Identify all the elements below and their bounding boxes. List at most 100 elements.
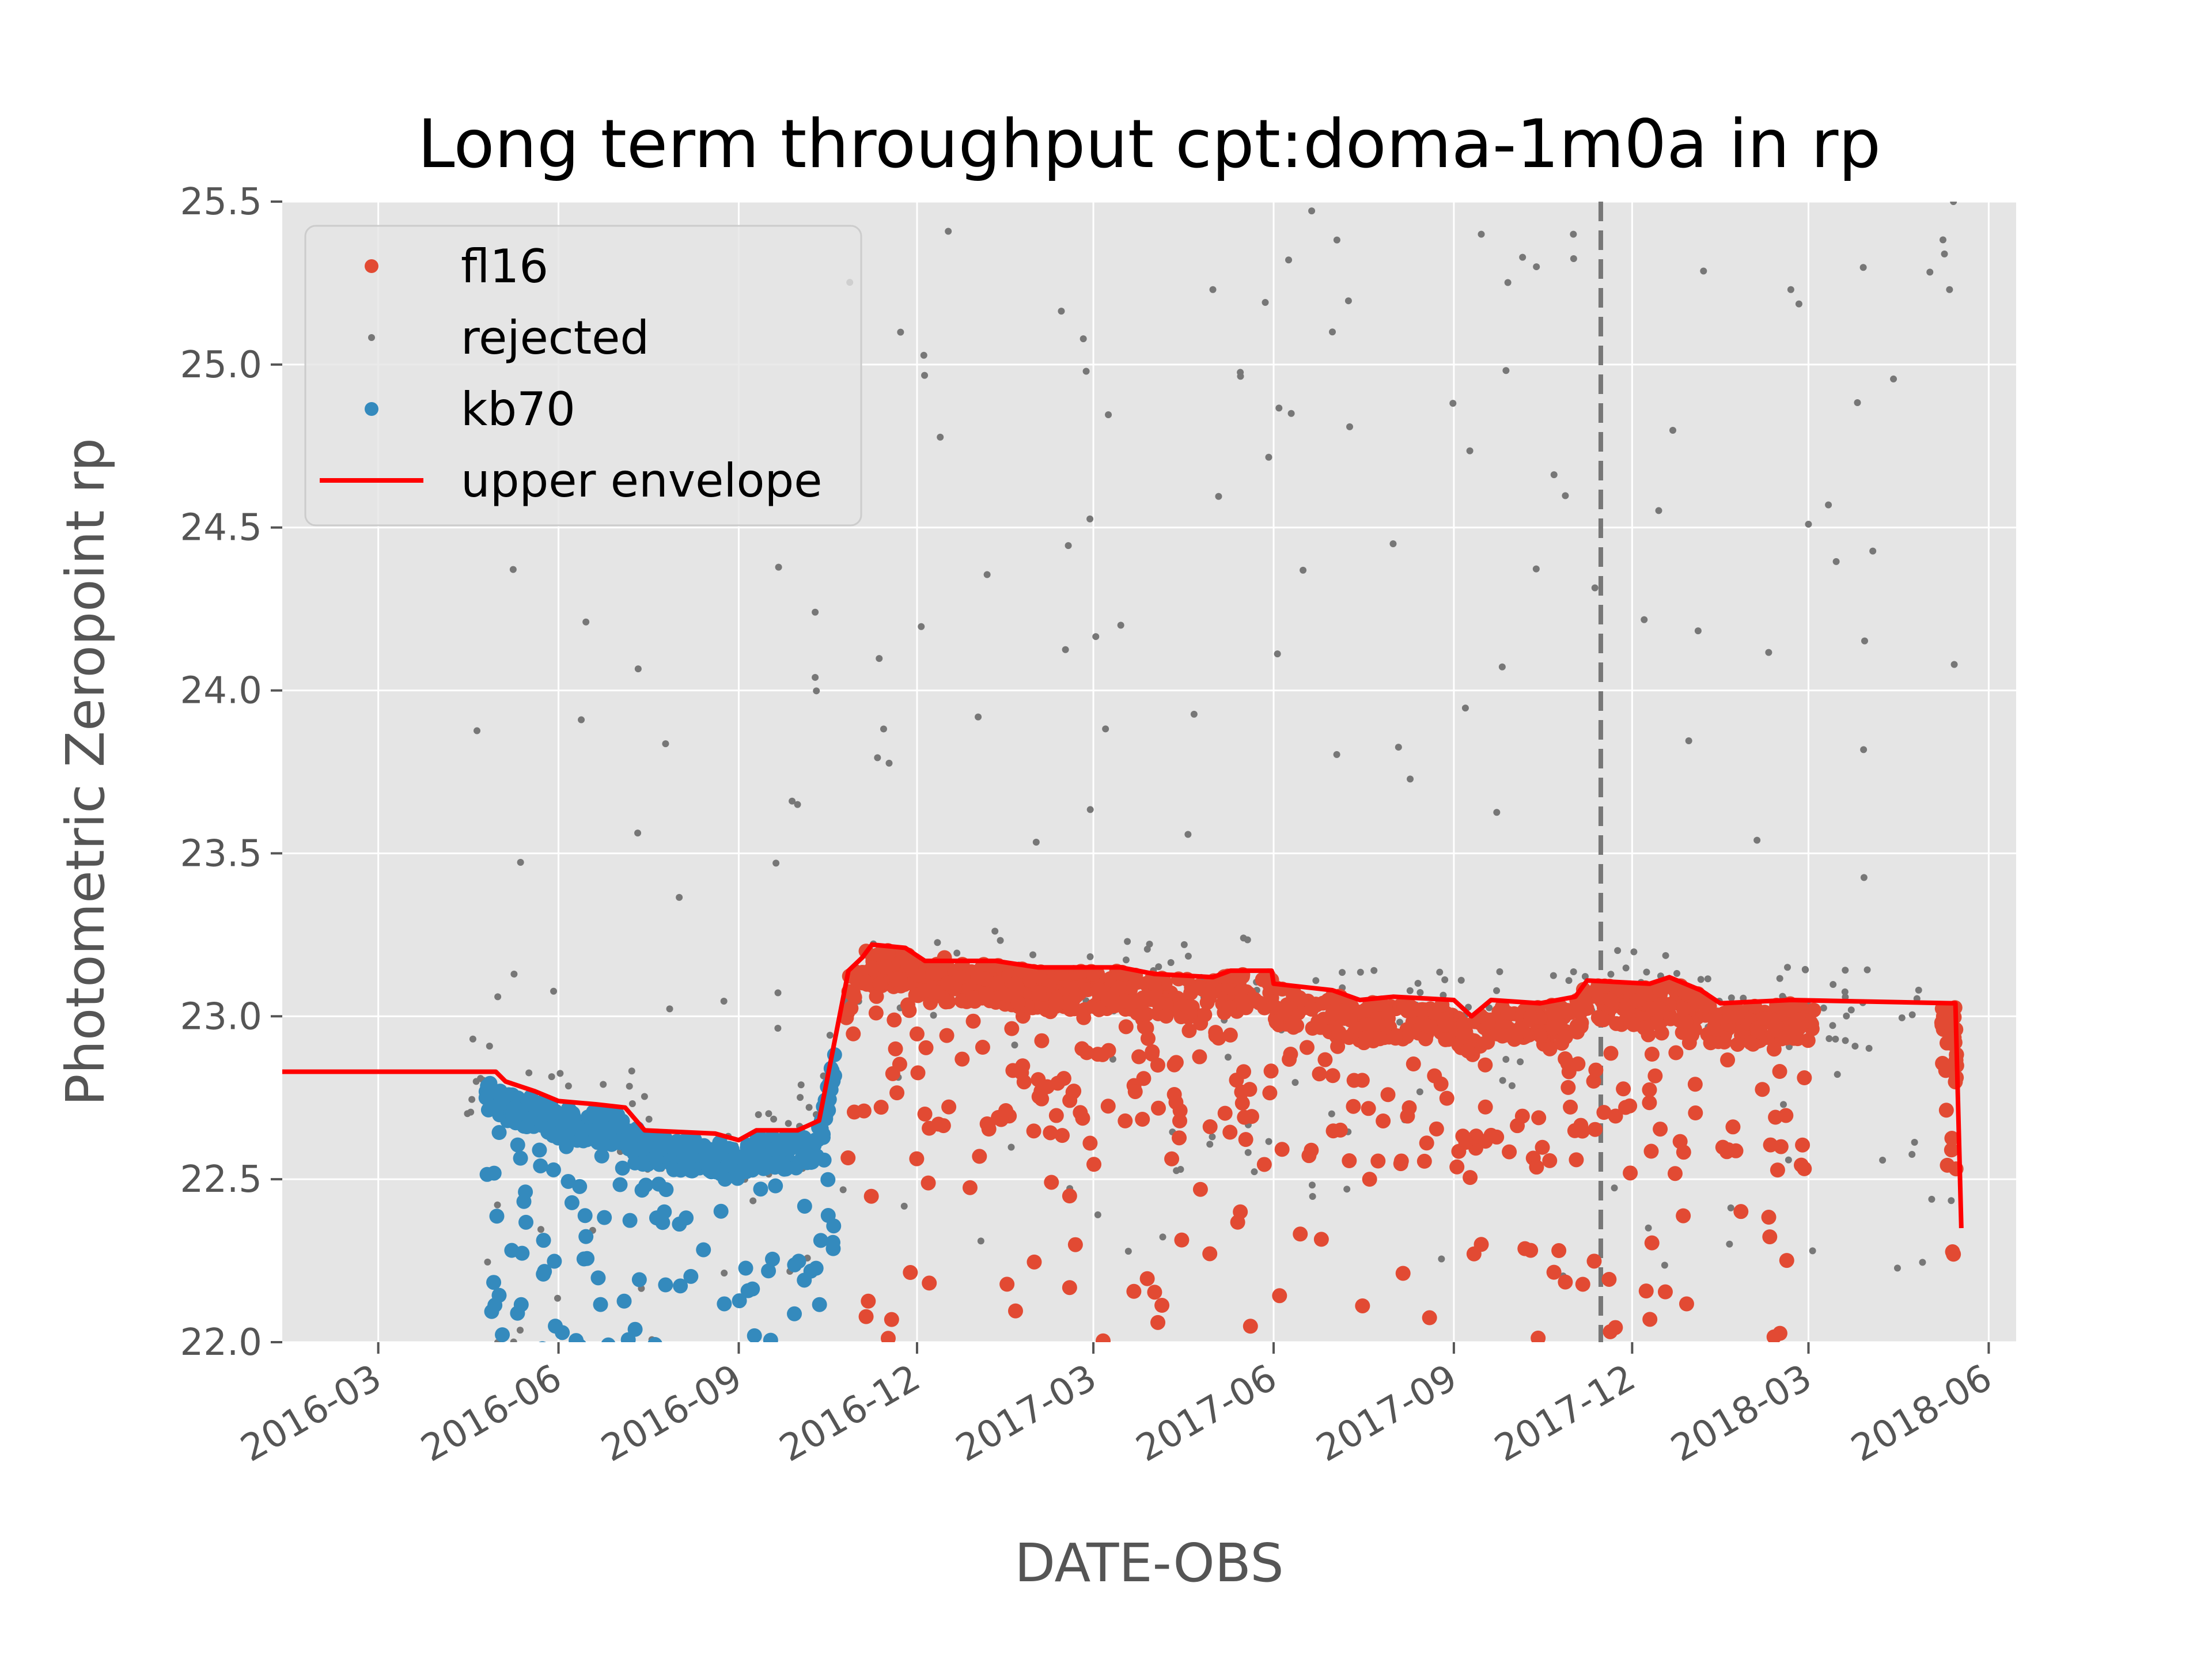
rejected-point <box>892 185 899 192</box>
rejected-point <box>1224 1054 1232 1061</box>
rejected-point <box>1655 507 1662 514</box>
kb70-point <box>738 1164 754 1180</box>
rejected-point <box>600 1081 607 1088</box>
fl16-point <box>1703 1035 1718 1051</box>
rejected-point <box>1533 263 1540 271</box>
rejected-point <box>582 618 590 626</box>
fl16-point <box>1100 1099 1116 1114</box>
rejected-point <box>1262 299 1269 306</box>
rejected-point <box>921 372 929 379</box>
fl16-point <box>1531 1110 1547 1126</box>
kb70-point <box>666 1162 681 1177</box>
rejected-point <box>1780 1101 1787 1108</box>
rejected-point <box>1092 633 1100 641</box>
fl16-point <box>1293 993 1309 1007</box>
kb70-point <box>548 1319 563 1334</box>
kb70-point <box>484 1304 499 1319</box>
kb70-point <box>495 1327 510 1342</box>
fl16-point <box>863 1188 879 1204</box>
fl16-point <box>889 1085 905 1101</box>
fl16-point <box>1523 1009 1539 1025</box>
rejected-point <box>813 687 820 695</box>
fl16-point <box>1158 1008 1174 1024</box>
fl16-point <box>1005 1452 1020 1467</box>
rejected-point <box>721 1270 728 1277</box>
fl16-point <box>1793 1157 1809 1173</box>
fl16-point <box>1449 1159 1465 1175</box>
fl16-point <box>1944 1142 1959 1158</box>
fl16-point <box>1714 1378 1729 1393</box>
fl16-point <box>1130 975 1145 990</box>
fl16-point <box>1074 1041 1090 1056</box>
rejected-point <box>1830 981 1837 988</box>
kb70-point <box>564 1195 579 1210</box>
fl16-point <box>1715 1139 1730 1155</box>
rejected-point <box>1562 492 1569 499</box>
rejected-point <box>1389 540 1397 547</box>
rejected-point <box>1190 710 1198 718</box>
fl16-point <box>1310 1014 1325 1029</box>
rejected-point <box>628 1100 636 1108</box>
fl16-point <box>856 1103 872 1119</box>
fl16-point <box>1192 1049 1207 1065</box>
fl16-point <box>939 1028 955 1043</box>
fl16-point <box>1236 1064 1252 1080</box>
rejected-point <box>1496 968 1503 975</box>
fl16-point <box>1456 1016 1471 1032</box>
kb70-point <box>651 1176 666 1192</box>
rejected-point <box>1357 968 1364 976</box>
fl16-point <box>1075 1111 1090 1126</box>
kb70-point <box>578 1229 594 1244</box>
kb70-point <box>491 1287 507 1303</box>
rejected-point <box>1946 286 1953 293</box>
rejected-point <box>1860 874 1868 881</box>
fl16-point <box>1118 1113 1133 1128</box>
rejected-point <box>525 1069 533 1077</box>
kb70-point <box>537 1107 552 1122</box>
kb70-point <box>740 1283 756 1298</box>
fl16-point <box>1558 1507 1573 1522</box>
fl16-point <box>1532 1028 1548 1043</box>
fl16-point <box>1127 1084 1143 1100</box>
kb70-point <box>653 1352 668 1367</box>
fl16-point <box>1558 1274 1573 1290</box>
fl16-point <box>1508 1360 1522 1375</box>
rejected-point <box>1209 286 1217 293</box>
fl16-point <box>873 1100 889 1115</box>
kb70-point <box>717 1172 733 1187</box>
kb70-point <box>616 1293 632 1309</box>
fl16-point <box>846 985 861 1001</box>
kb70-point <box>657 1204 672 1219</box>
fl16-point <box>1941 1479 1956 1494</box>
kb70-point <box>770 1349 785 1363</box>
rejected-point <box>1275 404 1283 412</box>
rejected-point <box>1519 253 1527 261</box>
rejected-point <box>977 1237 984 1245</box>
upper-envelope-line <box>282 942 1964 1229</box>
fl16-point <box>902 1003 917 1018</box>
fl16-point <box>1325 1006 1340 1021</box>
fl16-point <box>1657 1284 1673 1300</box>
rejected-point <box>469 1035 476 1043</box>
rejected-point <box>1122 956 1130 964</box>
fl16-point <box>1067 1237 1083 1252</box>
fl16-point <box>1603 1046 1619 1061</box>
fl16-point <box>1150 1315 1166 1330</box>
rejected-point <box>1300 566 1307 574</box>
fl16-point <box>1151 1100 1166 1116</box>
fl16-point <box>857 1464 872 1479</box>
fl16-point <box>1312 1389 1327 1404</box>
rejected-point <box>1950 661 1958 668</box>
rejected-point <box>1859 264 1867 271</box>
rejected-point <box>1704 975 1711 983</box>
kb70-point <box>680 1157 696 1172</box>
rejected-point <box>1630 948 1638 956</box>
fl16-point <box>930 984 945 1000</box>
fl16-point <box>864 960 880 976</box>
fl16-point <box>1588 1122 1603 1137</box>
fl16-point <box>1272 1288 1287 1304</box>
rejected-point <box>1890 375 1897 382</box>
fl16-point <box>1312 1066 1327 1082</box>
kb70-point <box>594 1148 609 1164</box>
kb70-point <box>763 1332 778 1342</box>
